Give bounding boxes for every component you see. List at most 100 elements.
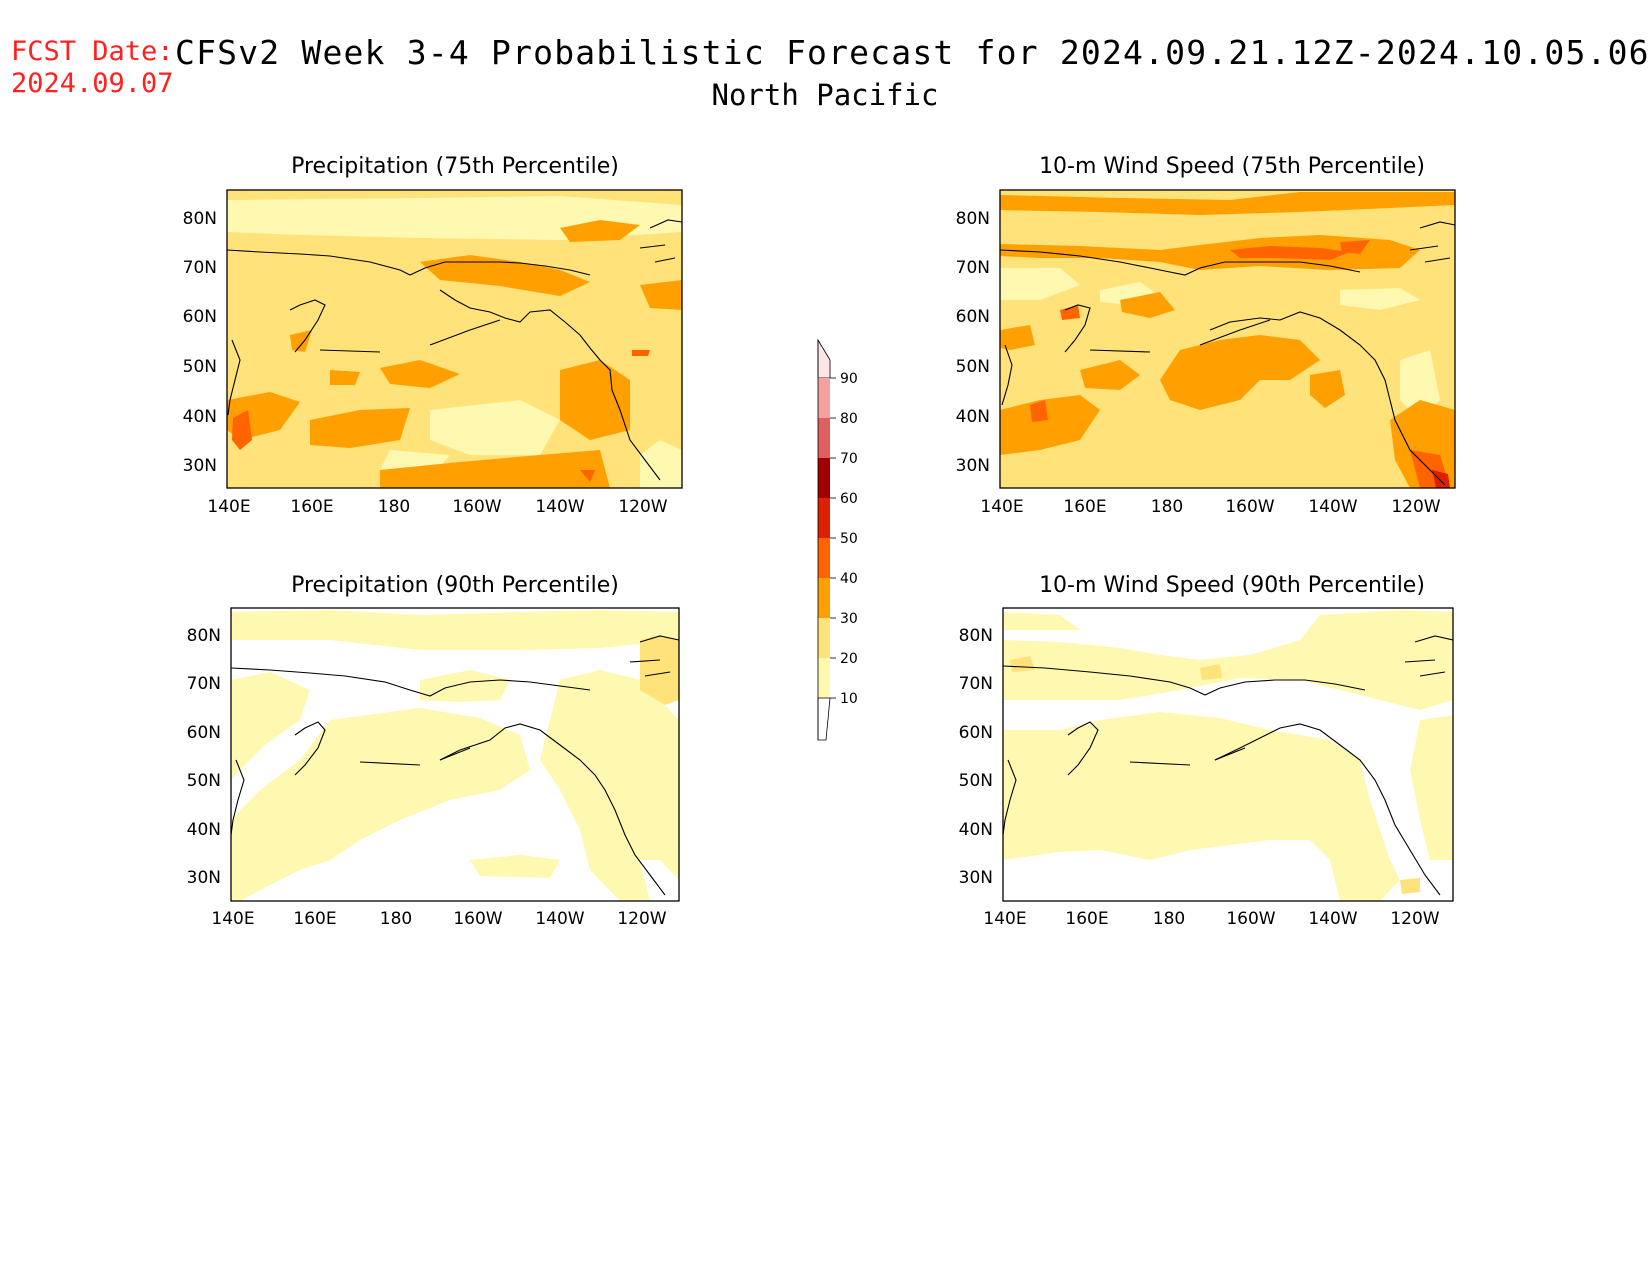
field-light-patch — [231, 708, 530, 901]
lat-label: 40N — [956, 407, 990, 427]
lat-label: 50N — [183, 357, 217, 377]
lon-axis: 140E 160E 180 160W 140W 120W — [211, 909, 666, 929]
main-title: CFSv2 Week 3-4 Probabilistic Forecast fo… — [175, 33, 1650, 72]
field-yellow-patch — [1200, 664, 1222, 680]
coastline-siberia — [227, 249, 591, 276]
field-dark-orange-patch — [1030, 400, 1048, 422]
colorbar-labels: 90 80 70 60 50 40 30 20 10 — [840, 371, 858, 707]
coastline-alaska — [1214, 723, 1441, 896]
map-frame — [230, 607, 680, 902]
colorbar-swatch — [818, 538, 830, 578]
coastline-arctic-islands — [639, 219, 682, 263]
coastline-siberia — [231, 667, 591, 697]
field-light-patch — [231, 672, 310, 780]
panel-wind-90: 10-m Wind Speed (90th Percentile) 80N 70… — [959, 573, 1454, 929]
lat-label: 70N — [956, 258, 990, 278]
lat-label: 30N — [183, 456, 217, 476]
field-orange-patch — [1120, 292, 1175, 318]
lon-label: 120W — [1391, 497, 1440, 517]
colorbar-label: 10 — [840, 691, 858, 707]
field-yellow-patch — [1010, 656, 1035, 672]
coastline-aleutians — [359, 747, 471, 766]
lon-label: 180 — [1151, 497, 1183, 517]
field-orange-patch — [310, 408, 410, 448]
lon-axis: 140E 160E 180 160W 140W 120W — [207, 497, 667, 517]
lon-label: 160E — [1065, 909, 1108, 929]
colorbar-swatch — [818, 618, 830, 658]
colorbar-top-triangle — [817, 338, 831, 379]
colorbar-label: 80 — [840, 411, 858, 427]
lat-axis: 80N 70N 60N 50N 40N 30N — [956, 209, 990, 476]
lon-label: 140E — [980, 497, 1023, 517]
panel-title: Precipitation (90th Percentile) — [291, 573, 619, 598]
field-light-patch — [1000, 268, 1080, 300]
lat-label: 80N — [956, 209, 990, 229]
coastline-aleutians — [319, 319, 501, 353]
coastline-japan — [1001, 344, 1013, 406]
wind-75-field — [1000, 190, 1455, 488]
field-light-patch — [430, 400, 560, 455]
lon-label: 120W — [617, 909, 666, 929]
lat-label: 40N — [183, 407, 217, 427]
colorbar-label: 50 — [840, 531, 858, 547]
colorbar-label: 40 — [840, 571, 858, 587]
field-light-patch — [640, 440, 682, 488]
lon-label: 160E — [290, 497, 333, 517]
colorbar-bottom-triangle — [817, 697, 831, 741]
lon-label: 120W — [618, 497, 667, 517]
lat-label: 50N — [956, 357, 990, 377]
panel-title: 10-m Wind Speed (90th Percentile) — [1039, 573, 1425, 598]
lon-label: 180 — [380, 909, 412, 929]
coastline-alaska — [439, 289, 661, 481]
coastline-kamchatka — [1067, 721, 1099, 776]
panel-title: 10-m Wind Speed (75th Percentile) — [1039, 154, 1425, 179]
field-orange-patch — [330, 370, 360, 385]
map-frame — [226, 189, 683, 489]
field-orange-patch — [290, 330, 312, 352]
forecast-date-label: FCST Date: — [11, 36, 174, 67]
lon-label: 140W — [535, 497, 584, 517]
coastline-kamchatka — [1064, 304, 1091, 353]
field-light-patch — [231, 610, 679, 650]
lat-label: 80N — [183, 209, 217, 229]
field-light-patch — [1410, 715, 1453, 860]
panel-precip-90: Precipitation (90th Percentile) 80N 70N … — [187, 573, 680, 929]
field-orange-patch — [640, 280, 682, 310]
field-orange-patch — [1000, 235, 1420, 270]
colorbar-label: 20 — [840, 651, 858, 667]
forecast-date-value: 2024.09.07 — [11, 68, 174, 99]
field-light-patch — [1003, 612, 1080, 630]
lon-label: 160W — [453, 909, 502, 929]
colorbar-swatch — [818, 458, 830, 498]
lon-label: 180 — [1153, 909, 1185, 929]
colorbar-label: 60 — [840, 491, 858, 507]
coastline — [1003, 635, 1453, 896]
lon-label: 160E — [1063, 497, 1106, 517]
coastline-arctic-islands — [1409, 221, 1455, 263]
panel-precip-75: Precipitation (75th Percentile) — [183, 154, 683, 517]
lon-label: 160W — [1225, 497, 1274, 517]
colorbar-label: 30 — [840, 611, 858, 627]
lon-axis: 140E 160E 180 160W 140W 120W — [980, 497, 1440, 517]
coastline-alaska — [1209, 311, 1446, 486]
colorbar-swatch — [818, 658, 830, 698]
coastline-arctic-islands — [629, 635, 679, 677]
coastline-aleutians — [1089, 319, 1271, 353]
coastline-siberia — [1000, 249, 1361, 276]
lon-axis: 140E 160E 180 160W 140W 120W — [983, 909, 1439, 929]
field-orange-patch — [1310, 370, 1345, 408]
field-light-patch — [540, 670, 679, 901]
map-frame — [999, 189, 1456, 489]
field-dark-orange-patch — [1340, 240, 1370, 254]
coastline-siberia — [1003, 665, 1366, 696]
lat-label: 80N — [959, 626, 993, 646]
lat-axis: 80N 70N 60N 50N 40N 30N — [959, 626, 993, 888]
precip-75-field — [227, 190, 682, 488]
lat-label: 40N — [959, 820, 993, 840]
panel-title: Precipitation (75th Percentile) — [291, 154, 619, 179]
lat-label: 80N — [187, 626, 221, 646]
field-orange-patch — [1160, 335, 1320, 410]
field-light-patch — [420, 670, 510, 702]
lon-label: 140W — [1308, 909, 1357, 929]
